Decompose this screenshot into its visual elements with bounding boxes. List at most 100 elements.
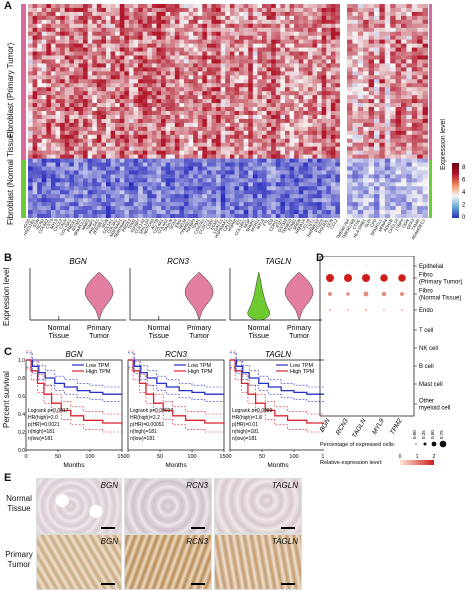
heatmap-cell (156, 206, 162, 211)
heatmap-cell (248, 23, 254, 29)
heatmap-cell (174, 103, 180, 108)
heatmap-cell (411, 99, 418, 104)
heatmap-cell (225, 4, 231, 9)
heatmap-cell (206, 194, 212, 199)
heatmap-cell (280, 107, 286, 112)
ci-low-upper (26, 352, 122, 388)
heatmap-cell (220, 39, 226, 45)
heatmap-cell (179, 154, 185, 159)
heatmap-cell (119, 79, 125, 84)
heatmap-cell (312, 35, 318, 41)
heatmap-cell (142, 23, 148, 29)
x-axis-label: Months (267, 462, 289, 469)
heatmap-cell (142, 162, 148, 167)
ihc-tumor-tagln: TAGLN (214, 534, 302, 590)
heatmap-cell (32, 130, 38, 136)
heatmap-cell (60, 19, 66, 25)
heatmap-cell (115, 122, 121, 128)
heatmap-cell (234, 150, 240, 155)
heatmap-cell (216, 166, 222, 171)
heatmap-cell (363, 71, 369, 76)
heatmap-cell (78, 150, 84, 155)
heatmap-cell (156, 111, 162, 116)
heatmap-cell (229, 138, 235, 144)
size-legend-title: Percentage of expressed cells: (320, 442, 396, 448)
heatmap-cell (294, 39, 300, 45)
heatmap-cell (170, 55, 176, 60)
heatmap-cell (188, 182, 194, 187)
heatmap-cell (83, 95, 89, 100)
heatmap-cell (83, 170, 89, 175)
heatmap-cell (352, 146, 359, 152)
heatmap-cell (188, 198, 194, 203)
heatmap-cell (69, 103, 75, 108)
heatmap-cell (206, 150, 212, 155)
heatmap-cell (92, 166, 98, 171)
heatmap-cell (280, 202, 286, 207)
heatmap-cell (32, 166, 38, 171)
heatmap-cell (357, 138, 364, 144)
heatmap-cell (294, 27, 300, 33)
heatmap-cell (202, 23, 208, 29)
heatmap-cell (83, 71, 89, 76)
heatmap-cell (262, 15, 267, 21)
heatmap-cell (363, 186, 369, 191)
heatmap-cell (220, 150, 226, 155)
heatmap-cell (271, 71, 277, 76)
heatmap-cell (234, 71, 240, 76)
heatmap-cell (321, 178, 327, 183)
x-tick-label: 100 (85, 454, 94, 460)
heatmap-cell (248, 91, 254, 96)
heatmap-cell (32, 111, 38, 116)
heatmap-cell (234, 206, 240, 211)
heatmap-cell (374, 158, 380, 163)
heatmap-cell (271, 39, 277, 45)
size-legend-dot (415, 443, 417, 445)
heatmap-cell (284, 75, 290, 80)
heatmap-cell (368, 210, 375, 215)
heatmap-cell (161, 202, 167, 207)
heatmap-cell (184, 114, 189, 120)
heatmap-cell (368, 95, 375, 100)
heatmap-cell (307, 114, 313, 120)
heatmap-cell (347, 107, 353, 112)
heatmap-cell (252, 99, 258, 104)
heatmap-cell (161, 170, 167, 175)
heatmap-cell (298, 71, 304, 76)
heatmap-cell (395, 19, 402, 25)
heatmap-cell (225, 83, 231, 88)
heatmap-cell (384, 31, 391, 37)
heatmap-cell (266, 87, 272, 92)
heatmap-cell (326, 91, 332, 96)
heatmap-cell (110, 43, 116, 48)
heatmap-cell (330, 4, 336, 9)
heatmap-cell (220, 158, 226, 163)
heatmap-cell (101, 39, 107, 45)
curve-high (230, 359, 324, 424)
heatmap-cell (275, 59, 281, 64)
heatmap-cell (174, 170, 180, 175)
heatmap-cell (352, 186, 359, 191)
heatmap-cell (280, 186, 286, 191)
heatmap-cell (395, 23, 402, 29)
heatmap-cell (78, 43, 84, 48)
heatmap-cell (363, 190, 369, 195)
heatmap-cell (352, 198, 359, 203)
heatmap-cell (101, 71, 107, 76)
heatmap-cell (32, 95, 38, 100)
heatmap-cell (101, 55, 107, 60)
heatmap-cell (197, 202, 203, 207)
heatmap-cell (368, 114, 375, 120)
ihc-gene-label: RCN3 (186, 481, 208, 490)
heatmap-cell (161, 19, 167, 25)
heatmap-cell (379, 83, 386, 88)
heatmap-cell (395, 186, 402, 191)
heatmap-cell (266, 111, 272, 116)
heatmap-cell (193, 99, 199, 104)
heatmap-cell (307, 39, 313, 45)
heatmap-cell (374, 206, 380, 211)
heatmap-cell (312, 118, 318, 124)
heatmap-cell (28, 43, 33, 48)
heatmap-cell (303, 130, 309, 136)
heatmap-cell (50, 198, 56, 203)
